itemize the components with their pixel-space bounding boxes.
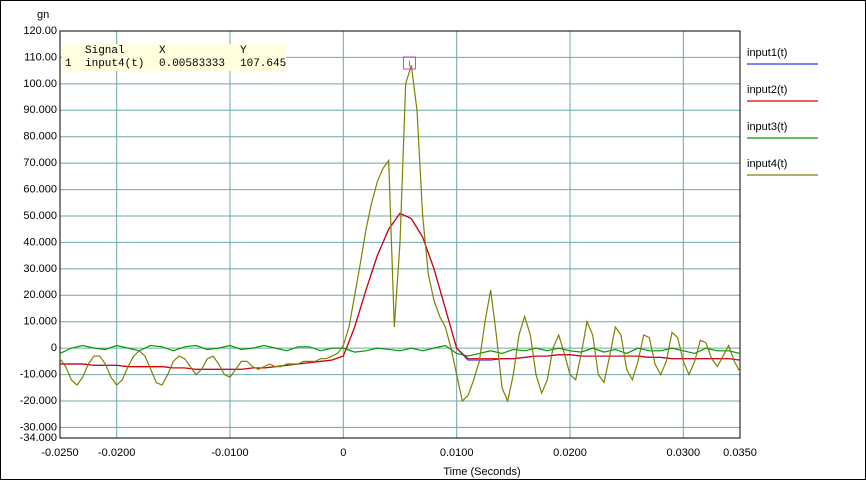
x-tick-label: 0.0200 bbox=[553, 447, 587, 459]
cursor-x: 0.00583333 bbox=[159, 58, 225, 70]
x-tick-label: -0.0100 bbox=[211, 447, 248, 459]
x-tick-label: 0.0350 bbox=[723, 447, 757, 459]
cursor-signal: input4(t) bbox=[85, 58, 144, 70]
y-tick-label: 60.000 bbox=[23, 183, 57, 195]
cursor-header: Y bbox=[240, 45, 247, 57]
legend-label: input2(t) bbox=[747, 84, 787, 96]
cursor-y: 107.645 bbox=[240, 58, 286, 70]
cursor-box bbox=[62, 44, 286, 71]
y-tick-label: 20.000 bbox=[23, 289, 57, 301]
y-tick-label: 120.00 bbox=[23, 25, 57, 37]
legend-label: input3(t) bbox=[747, 121, 787, 133]
y-tick-label: 70.000 bbox=[23, 157, 57, 169]
y-tick-label: 0 bbox=[51, 342, 57, 354]
y-tick-label: 30.000 bbox=[23, 263, 57, 275]
cursor-index: 1 bbox=[65, 58, 72, 70]
y-tick-label: -20.000 bbox=[20, 395, 57, 407]
plot-border bbox=[59, 30, 741, 439]
y-tick-label: -30.000 bbox=[20, 421, 57, 433]
x-tick-label: 0.0300 bbox=[667, 447, 701, 459]
cursor-header: Signal bbox=[85, 45, 125, 57]
series-line bbox=[59, 344, 741, 357]
legend-label: input1(t) bbox=[747, 47, 787, 59]
cursor-marker bbox=[402, 56, 416, 70]
x-tick-label: -0.0200 bbox=[98, 447, 135, 459]
y-tick-label: -34.000 bbox=[20, 432, 57, 444]
x-tick-label: 0 bbox=[340, 447, 346, 459]
y-axis-label: gn bbox=[37, 9, 49, 21]
y-tick-label: 50.000 bbox=[23, 210, 57, 222]
y-tick-label: 90.000 bbox=[23, 104, 57, 116]
legend-label: input4(t) bbox=[747, 158, 787, 170]
series-line bbox=[59, 65, 741, 403]
x-tick-label: -0.0250 bbox=[41, 447, 78, 459]
y-tick-label: 40.000 bbox=[23, 236, 57, 248]
y-tick-label: 10.000 bbox=[23, 316, 57, 328]
x-axis-label: Time (Seconds) bbox=[443, 466, 520, 478]
series-line bbox=[60, 212, 741, 370]
y-tick-label: -10.000 bbox=[20, 368, 57, 380]
y-tick-label: 100.00 bbox=[23, 78, 57, 90]
cursor-header: X bbox=[159, 45, 166, 57]
y-tick-label: 110.00 bbox=[24, 51, 57, 63]
x-tick-label: 0.0100 bbox=[440, 447, 474, 459]
y-tick-label: 80.000 bbox=[23, 131, 57, 143]
